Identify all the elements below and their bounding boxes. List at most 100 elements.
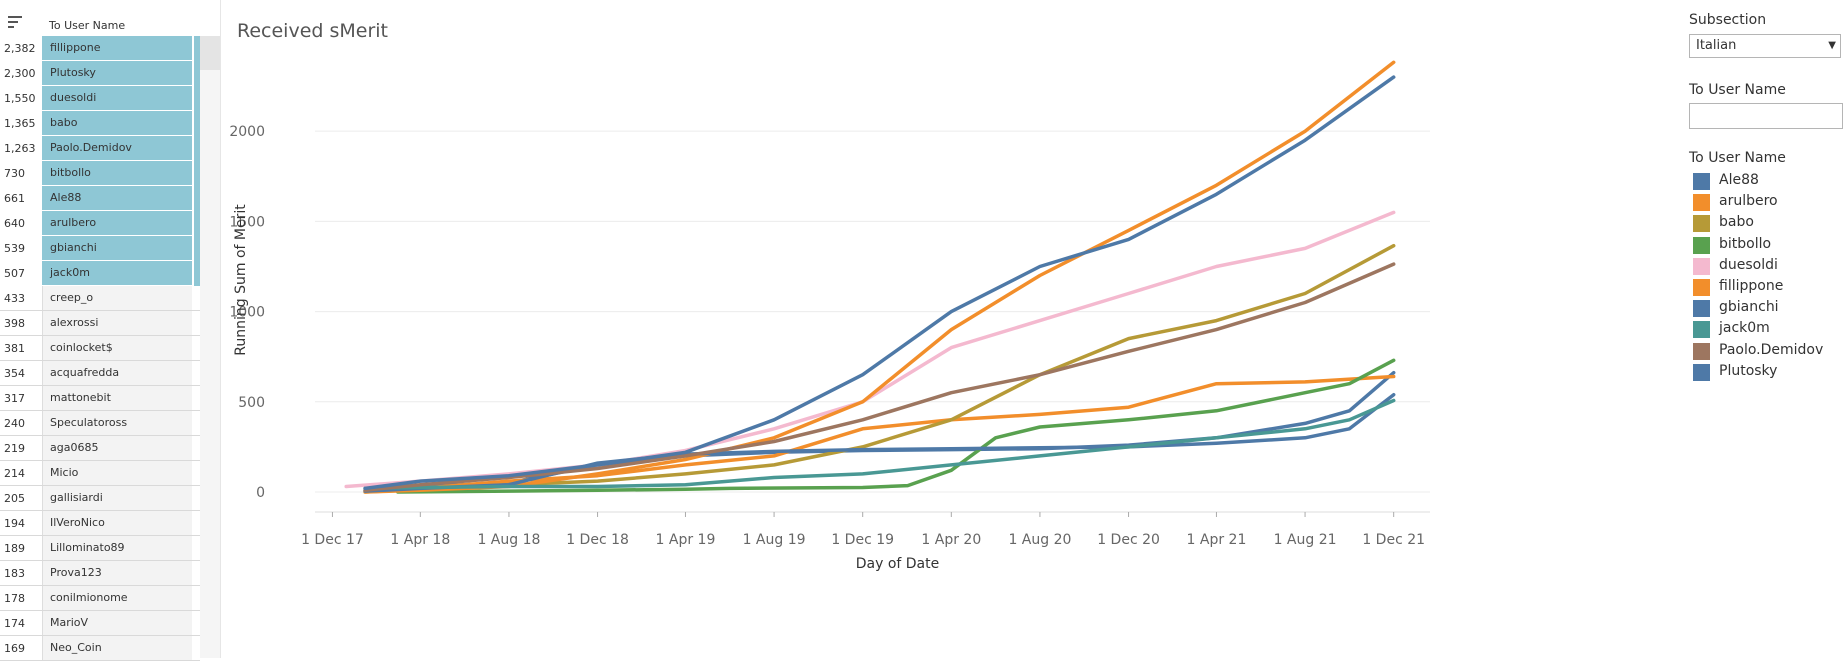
user-filter-input[interactable] bbox=[1689, 103, 1843, 129]
table-row[interactable]: 174 MarioV bbox=[0, 611, 200, 636]
column-header-user-name[interactable]: To User Name bbox=[49, 19, 126, 32]
table-row[interactable]: 661 Ale88 bbox=[0, 186, 200, 211]
table-row[interactable]: 205 gallisiardi bbox=[0, 486, 200, 511]
row-value: 539 bbox=[4, 242, 25, 255]
row-user-name[interactable]: Lillominato89 bbox=[42, 536, 192, 560]
table-row[interactable]: 1,365 babo bbox=[0, 111, 200, 136]
series-line-gbianchi[interactable] bbox=[363, 392, 1396, 493]
row-user-name[interactable]: conilmionome bbox=[42, 586, 192, 610]
row-value: 189 bbox=[4, 542, 25, 555]
y-axis-label: Running Sum of Merit bbox=[233, 204, 249, 356]
row-value: 1,365 bbox=[4, 117, 36, 130]
row-user-name[interactable]: alexrossi bbox=[42, 311, 192, 335]
table-row[interactable]: 219 aga0685 bbox=[0, 436, 200, 461]
x-tick-label: 1 Apr 21 bbox=[1187, 532, 1247, 548]
table-row[interactable]: 317 mattonebit bbox=[0, 386, 200, 411]
x-tick-label: 1 Dec 18 bbox=[566, 532, 629, 548]
series-line-jack0m[interactable] bbox=[363, 398, 1396, 491]
row-user-name[interactable]: duesoldi bbox=[42, 86, 192, 110]
row-user-name[interactable]: arulbero bbox=[42, 211, 192, 235]
table-row[interactable]: 240 Speculatoross bbox=[0, 411, 200, 436]
row-user-name[interactable]: Micio bbox=[42, 461, 192, 485]
y-tick-label: 1500 bbox=[229, 214, 265, 230]
series-line-arulbero[interactable] bbox=[363, 374, 1396, 493]
scrollbar-track[interactable] bbox=[200, 36, 220, 658]
y-tick-label: 0 bbox=[256, 485, 265, 501]
row-user-name[interactable]: acquafredda bbox=[42, 361, 192, 385]
table-row[interactable]: 2,300 Plutosky bbox=[0, 61, 200, 86]
subsection-dropdown[interactable]: Italian ▼ bbox=[1689, 34, 1841, 58]
table-header: To User Name bbox=[0, 0, 200, 36]
scrollbar-thumb[interactable] bbox=[200, 36, 220, 70]
filter-panel: Subsection Italian ▼ To User Name To Use… bbox=[1683, 0, 1843, 658]
table-row[interactable]: 178 conilmionome bbox=[0, 586, 200, 611]
series-line-plutosky[interactable] bbox=[363, 75, 1396, 491]
table-row[interactable]: 398 alexrossi bbox=[0, 311, 200, 336]
x-tick-label: 1 Apr 19 bbox=[656, 532, 716, 548]
row-user-name[interactable]: Prova123 bbox=[42, 561, 192, 585]
legend-label: bitbollo bbox=[1719, 235, 1772, 252]
legend-swatch bbox=[1693, 321, 1710, 339]
legend-label: gbianchi bbox=[1719, 299, 1779, 316]
row-user-name[interactable]: creep_o bbox=[42, 286, 192, 310]
row-user-name[interactable]: gallisiardi bbox=[42, 486, 192, 510]
x-tick-label: 1 Aug 21 bbox=[1274, 532, 1337, 548]
row-user-name[interactable]: babo bbox=[42, 111, 192, 135]
row-user-name[interactable]: MarioV bbox=[42, 611, 192, 635]
row-user-name[interactable]: Ale88 bbox=[42, 186, 192, 210]
legend-swatch bbox=[1693, 342, 1710, 360]
table-row[interactable]: 2,382 fillippone bbox=[0, 36, 200, 61]
row-user-name[interactable]: IlVeroNico bbox=[42, 511, 192, 535]
y-tick-label: 1000 bbox=[229, 305, 265, 321]
legend-label: Plutosky bbox=[1719, 362, 1778, 379]
legend-swatch bbox=[1693, 363, 1710, 381]
row-value: 214 bbox=[4, 467, 25, 480]
table-row[interactable]: 1,263 Paolo.Demidov bbox=[0, 136, 200, 161]
line-chart[interactable]: 0 500 1000 1500 2000 1 Dec 17 1 Apr 18 1 Aug 18… bbox=[220, 40, 1683, 658]
row-user-name[interactable]: coinlocket$ bbox=[42, 336, 192, 360]
x-tick-label: 1 Dec 17 bbox=[301, 532, 364, 548]
row-user-name[interactable]: Plutosky bbox=[42, 61, 192, 85]
legend-swatch bbox=[1693, 279, 1710, 296]
row-user-name[interactable]: mattonebit bbox=[42, 386, 192, 410]
x-tick-label: 1 Dec 19 bbox=[831, 532, 894, 548]
legend-label: jack0m bbox=[1719, 320, 1770, 337]
table-row[interactable]: 507 jack0m bbox=[0, 261, 200, 286]
row-user-name[interactable]: Speculatoross bbox=[42, 411, 192, 435]
legend-swatch bbox=[1693, 257, 1710, 275]
table-row[interactable]: 214 Micio bbox=[0, 461, 200, 486]
x-tick-label: 1 Apr 20 bbox=[921, 532, 981, 548]
table-row[interactable]: 539 gbianchi bbox=[0, 236, 200, 261]
table-row[interactable]: 189 Lillominato89 bbox=[0, 536, 200, 561]
legend-swatch bbox=[1693, 300, 1710, 318]
table-row[interactable]: 169 Neo_Coin bbox=[0, 636, 200, 661]
row-user-name[interactable]: Paolo.Demidov bbox=[42, 136, 192, 160]
row-user-name[interactable]: Neo_Coin bbox=[42, 636, 192, 660]
legend-label: Paolo.Demidov bbox=[1719, 341, 1824, 358]
series-line-bitbollo[interactable] bbox=[396, 358, 1396, 494]
table-row[interactable]: 1,550 duesoldi bbox=[0, 86, 200, 111]
row-value: 398 bbox=[4, 317, 25, 330]
table-row[interactable]: 354 acquafredda bbox=[0, 361, 200, 386]
row-user-name[interactable]: bitbollo bbox=[42, 161, 192, 185]
table-row[interactable]: 730 bitbollo bbox=[0, 161, 200, 186]
sort-icon[interactable] bbox=[8, 16, 22, 28]
row-user-name[interactable]: jack0m bbox=[42, 261, 192, 285]
row-value: 661 bbox=[4, 192, 25, 205]
table-row[interactable]: 183 Prova123 bbox=[0, 561, 200, 586]
table-row[interactable]: 194 IlVeroNico bbox=[0, 511, 200, 536]
row-user-name[interactable]: aga0685 bbox=[42, 436, 192, 460]
table-row[interactable]: 433 creep_o bbox=[0, 286, 200, 311]
row-user-name[interactable]: gbianchi bbox=[42, 236, 192, 260]
row-user-name[interactable]: fillippone bbox=[42, 36, 192, 60]
series-line-babo[interactable] bbox=[363, 243, 1396, 494]
series-line-paolo-demidov[interactable] bbox=[363, 262, 1396, 492]
row-value: 194 bbox=[4, 517, 25, 530]
table-row[interactable]: 640 arulbero bbox=[0, 211, 200, 236]
row-value: 640 bbox=[4, 217, 25, 230]
table-row[interactable]: 381 coinlocket$ bbox=[0, 336, 200, 361]
row-value: 205 bbox=[4, 492, 25, 505]
row-value: 730 bbox=[4, 167, 25, 180]
legend-title: To User Name bbox=[1689, 150, 1786, 166]
chart-title: Received sMerit bbox=[237, 20, 389, 42]
